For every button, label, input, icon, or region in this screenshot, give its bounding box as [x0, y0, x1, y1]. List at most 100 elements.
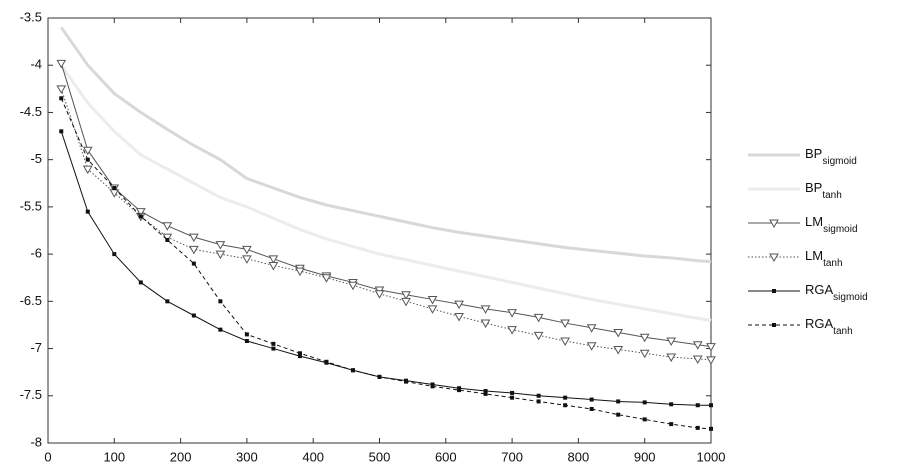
data-point: [271, 341, 276, 346]
data-point: [56, 85, 67, 94]
y-tick-label: -4: [30, 57, 42, 72]
data-point: [560, 319, 571, 329]
series-line: [60, 88, 712, 361]
data-point: [427, 295, 438, 305]
x-tick-label: 1000: [697, 449, 726, 464]
data-point: [295, 267, 305, 277]
data-point: [401, 291, 411, 300]
y-tick-label: -3.5: [20, 9, 42, 24]
legend-name: RGA: [805, 282, 834, 297]
legend-label: RGAtanh: [805, 316, 853, 336]
series-line: [60, 64, 712, 322]
plot-frame: [47, 17, 712, 444]
data-point: [297, 354, 302, 359]
x-tick-label: 0: [44, 449, 51, 464]
y-tick-label: -8: [30, 434, 42, 449]
data-point: [480, 319, 491, 329]
data-point: [244, 339, 249, 343]
data-point: [188, 245, 199, 255]
y-tick-label: -5.5: [20, 198, 42, 213]
x-tick-label: 500: [369, 449, 391, 464]
series-line: [60, 131, 711, 406]
data-point: [112, 186, 117, 190]
data-point: [268, 255, 279, 264]
data-point: [639, 333, 650, 343]
data-point: [59, 96, 64, 101]
data-point: [669, 402, 674, 407]
data-point: [709, 426, 713, 431]
x-tick-label: 100: [103, 449, 125, 464]
data-point: [639, 349, 650, 359]
data-point: [695, 425, 700, 430]
data-point: [56, 59, 67, 69]
data-point: [297, 351, 302, 356]
data-point: [642, 417, 647, 422]
data-point: [616, 399, 621, 404]
data-point: [613, 329, 624, 338]
data-point: [112, 252, 117, 257]
data-point: [507, 309, 517, 318]
data-point: [589, 407, 594, 411]
data-point: [82, 146, 93, 156]
legend-marker: [769, 219, 779, 229]
data-point: [109, 189, 120, 198]
x-tick-label: 300: [236, 449, 258, 464]
data-point: [454, 300, 464, 310]
data-point: [586, 324, 597, 333]
data-point: [82, 165, 93, 175]
data-point: [348, 281, 358, 291]
data-point: [271, 346, 276, 351]
data-point: [669, 422, 674, 427]
legend-subscript: tanh: [823, 258, 842, 269]
x-tick-label: 400: [302, 449, 324, 464]
data-point: [404, 379, 409, 384]
x-tick-label: 900: [634, 449, 656, 464]
data-point: [586, 342, 597, 351]
data-point: [642, 400, 647, 405]
data-point: [162, 222, 173, 231]
data-point: [215, 241, 226, 250]
data-point: [165, 237, 170, 242]
data-point: [536, 399, 541, 404]
data-point: [215, 250, 226, 260]
data-point: [377, 374, 382, 379]
series-line: [60, 63, 712, 348]
legend-subscript: sigmoid: [822, 156, 856, 167]
data-point: [430, 384, 435, 389]
data-point: [244, 332, 249, 337]
data-point: [242, 255, 252, 264]
data-point: [706, 343, 716, 352]
data-point: [59, 129, 64, 134]
data-point: [85, 157, 90, 162]
data-point: [85, 209, 90, 214]
data-point: [454, 312, 464, 322]
legend-label: BPsigmoid: [805, 146, 857, 166]
data-point: [563, 403, 568, 408]
y-tick-label: -7.5: [20, 387, 42, 402]
data-point: [401, 297, 411, 307]
data-point: [350, 368, 355, 373]
data-point: [242, 245, 252, 255]
legend-subscript: tanh: [833, 326, 852, 337]
data-point: [616, 412, 621, 417]
series-line: [60, 98, 712, 430]
legend-marker: [772, 323, 776, 327]
data-point: [188, 233, 199, 243]
data-point: [427, 305, 438, 314]
data-point: [324, 359, 329, 364]
data-point: [560, 337, 571, 347]
y-tick-label: -6: [30, 246, 42, 261]
x-tick-label: 700: [501, 449, 523, 464]
legend-label: LMtanh: [805, 248, 843, 268]
data-point: [483, 391, 488, 396]
legend-marker: [772, 289, 776, 293]
data-point: [165, 299, 170, 304]
data-point: [135, 208, 146, 217]
legend-subscript: sigmoid: [833, 292, 867, 303]
data-point: [268, 261, 279, 271]
data-point: [507, 326, 517, 335]
data-point: [138, 280, 143, 285]
data-point: [589, 397, 594, 402]
data-point: [374, 290, 385, 299]
